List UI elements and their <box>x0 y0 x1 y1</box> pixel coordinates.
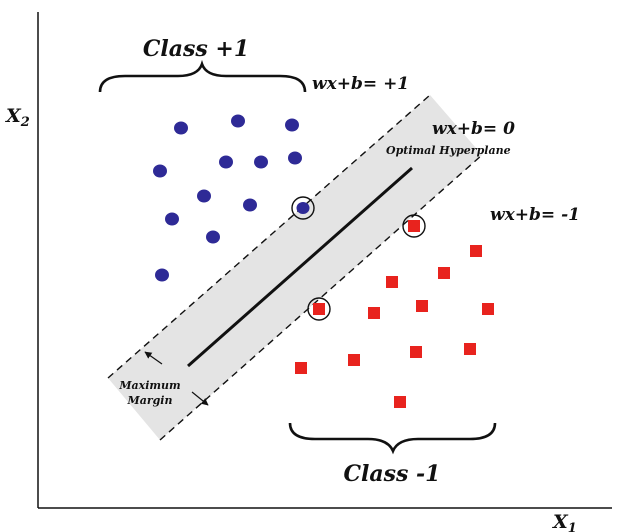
class-neg-point <box>410 346 422 358</box>
class-neg-point <box>368 307 380 319</box>
class-neg-point <box>470 245 482 257</box>
support-vector-neg <box>313 303 325 315</box>
class-pos-point <box>153 164 167 178</box>
optimal-hyperplane <box>187 166 413 368</box>
support-vector-ring-neg <box>307 297 331 321</box>
support-vector-pos <box>296 202 310 214</box>
class-pos-point <box>254 155 268 169</box>
class-pos-point <box>197 189 211 203</box>
class-pos-point <box>285 118 299 132</box>
class-neg-label: Class -1 <box>344 461 441 487</box>
support-vector-ring-neg <box>402 214 426 238</box>
margin-arrow-lower <box>191 391 209 406</box>
class-pos-points <box>153 114 302 282</box>
class-neg-point <box>386 276 398 288</box>
class-neg-point <box>464 343 476 355</box>
eq-neg-label: wx+b= -1 <box>490 205 580 225</box>
eq-zero-label: wx+b= 0 <box>432 119 515 139</box>
margin-label-line2: Margin <box>127 394 173 407</box>
support-vector-neg <box>408 220 420 232</box>
margin-label-line1: Maximum <box>118 379 180 392</box>
class-neg-point <box>482 303 494 315</box>
class-pos-point <box>206 230 220 244</box>
brace-class-pos <box>98 59 307 93</box>
class-pos-point <box>288 151 302 165</box>
class-pos-point <box>231 114 245 128</box>
class-pos-point <box>165 212 179 226</box>
x1-axis-label: X1 <box>552 511 577 532</box>
support-vector-ring-pos <box>291 196 315 220</box>
class-neg-point <box>394 396 406 408</box>
class-pos-point <box>243 198 257 212</box>
brace-class-neg <box>288 422 497 455</box>
class-neg-point <box>416 300 428 312</box>
margin-arrow-upper <box>144 351 163 365</box>
class-pos-point <box>219 155 233 169</box>
x2-axis-label: X2 <box>5 105 30 130</box>
class-pos-label: Class +1 <box>143 36 249 62</box>
eq-pos-label: wx+b= +1 <box>312 74 409 94</box>
class-neg-point <box>438 267 450 279</box>
class-pos-point <box>155 268 169 282</box>
class-neg-point <box>348 354 360 366</box>
class-neg-point <box>295 362 307 374</box>
optimal-hyperplane-label: Optimal Hyperplane <box>386 144 511 157</box>
class-pos-point <box>174 121 188 135</box>
class-neg-points <box>295 245 494 408</box>
